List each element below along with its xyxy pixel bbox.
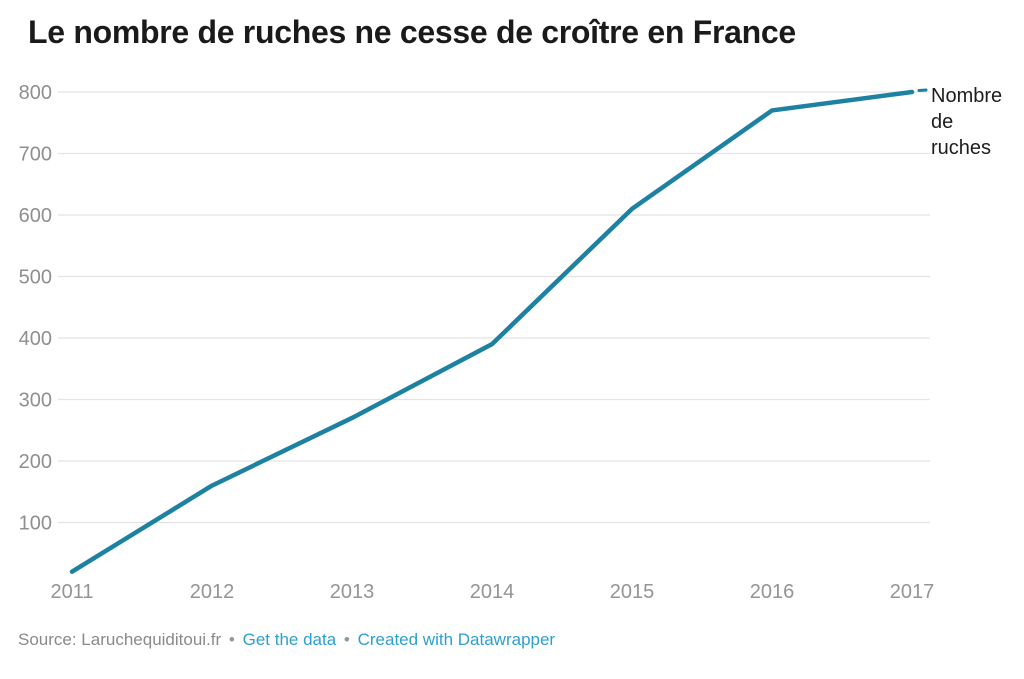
chart-footer: Source: Laruchequiditoui.fr • Get the da… xyxy=(18,630,555,650)
series-line-nombre-de-ruches xyxy=(69,89,915,574)
source-text: Source: Laruchequiditoui.fr xyxy=(18,630,222,649)
series-label-line-1: Nombre xyxy=(931,85,1003,107)
x-axis-tick-label: 2014 xyxy=(470,581,515,603)
y-axis-tick-label: 800 xyxy=(19,82,52,104)
x-axis-tick-label: 2017 xyxy=(890,581,935,603)
annotation-connector xyxy=(917,88,928,92)
x-axis-tick-label: 2015 xyxy=(610,581,655,603)
y-axis-tick-label: 300 xyxy=(19,390,52,412)
y-axis-tick-label: 100 xyxy=(19,513,52,535)
x-axis-tick-label: 2016 xyxy=(750,581,795,603)
series-label-line-2: de xyxy=(931,111,954,133)
datawrapper-credit-link[interactable]: Created with Datawrapper xyxy=(357,630,556,649)
y-axis-tick-label: 500 xyxy=(19,267,52,289)
get-the-data-link[interactable]: Get the data xyxy=(242,630,337,649)
y-axis-tick-label: 700 xyxy=(19,144,52,166)
footer-separator: • xyxy=(343,630,350,649)
series-label-nombre-de-ruches: Nombre de ruches xyxy=(931,83,1002,161)
x-axis-tick-label: 2011 xyxy=(50,581,93,603)
y-axis-tick-label: 200 xyxy=(19,451,52,473)
x-axis-tick-label: 2013 xyxy=(330,581,375,603)
y-axis-tick-label: 400 xyxy=(19,328,52,350)
series-label-line-3: ruches xyxy=(931,137,992,159)
footer-separator: • xyxy=(228,630,235,649)
y-axis-tick-label: 600 xyxy=(19,205,52,227)
chart-title: Le nombre de ruches ne cesse de croître … xyxy=(28,14,796,50)
x-axis-tick-label: 2012 xyxy=(190,581,235,603)
